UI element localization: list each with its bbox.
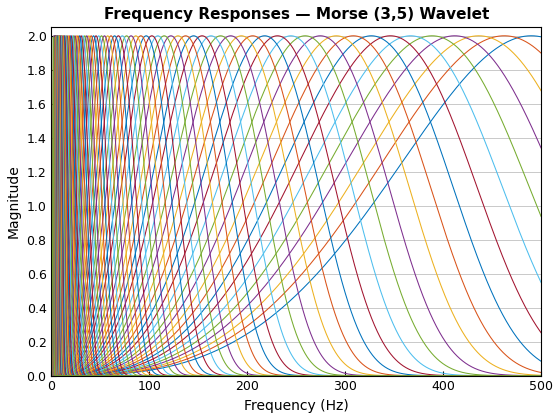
Y-axis label: Magnitude: Magnitude (7, 165, 21, 238)
X-axis label: Frequency (Hz): Frequency (Hz) (244, 399, 348, 413)
Title: Frequency Responses — Morse (3,5) Wavelet: Frequency Responses — Morse (3,5) Wavele… (104, 7, 489, 22)
